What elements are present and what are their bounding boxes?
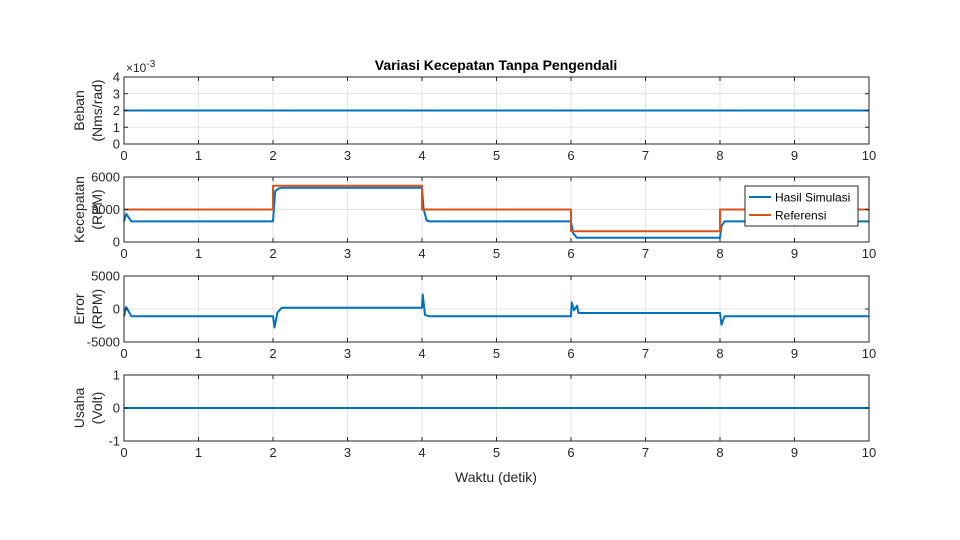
y-axis-label: (RPM)	[89, 289, 105, 329]
x-tick-label: 7	[642, 246, 649, 261]
y-axis-label: (RPM)	[89, 189, 105, 229]
series-line-referensi	[124, 184, 869, 233]
y-tick-label: 0	[113, 137, 120, 152]
x-tick-label: 8	[716, 246, 723, 261]
x-tick-label: 9	[791, 346, 798, 361]
x-tick-label: 10	[862, 346, 876, 361]
y-tick-label: 0	[113, 401, 120, 416]
chart-title: Variasi Kecepatan Tanpa Pengendali	[375, 57, 618, 73]
x-tick-label: 0	[120, 148, 127, 163]
y-tick-label: 4	[113, 70, 120, 85]
x-axis-label: Waktu (detik)	[455, 469, 537, 485]
y-tick-label: 1	[113, 368, 120, 383]
x-tick-label: 6	[567, 246, 574, 261]
y-tick-label: 3	[113, 86, 120, 101]
x-tick-label: 3	[344, 246, 351, 261]
y-axis-label: Beban	[71, 90, 87, 130]
y-tick-label: 1	[113, 120, 120, 135]
x-tick-label: 9	[791, 246, 798, 261]
x-tick-label: 5	[493, 246, 500, 261]
subplot-kecepatan: 0 1 2 3 4 5 6 7 8 9 10 0 3000 6000 Kecepatan (RPM) Hasil…	[71, 170, 876, 262]
x-tick-label: 10	[862, 148, 876, 163]
x-tick-label: 0	[120, 246, 127, 261]
series-line-hasil-simulasi	[123, 186, 869, 239]
legend-label: Referensi	[775, 209, 826, 223]
x-tick-label: 10	[862, 445, 876, 460]
y-tick-label: 3000	[91, 202, 120, 217]
x-tick-label: 4	[418, 246, 425, 261]
y-tick-label: -1	[108, 434, 120, 449]
y-tick-label: 0	[113, 235, 120, 250]
legend-label: Hasil Simulasi	[775, 191, 850, 205]
x-tick-label: 5	[493, 346, 500, 361]
y-axis-label: Kecepatan	[71, 176, 87, 243]
x-tick-label: 0	[120, 346, 127, 361]
x-tick-label: 1	[195, 246, 202, 261]
x-tick-label: 3	[344, 148, 351, 163]
x-tick-label: 9	[791, 148, 798, 163]
y-axis-label: Usaha	[71, 388, 87, 429]
x-tick-label: 8	[716, 148, 723, 163]
y-axis-label: (Nms/rad)	[89, 79, 105, 141]
legend: Hasil Simulasi Referensi	[744, 185, 859, 227]
x-tick-label: 6	[567, 148, 574, 163]
x-tick-label: 4	[418, 148, 425, 163]
series-line-series-1	[123, 293, 869, 329]
y-axis-label: Error	[71, 293, 87, 324]
x-tick-label: 9	[791, 445, 798, 460]
x-tick-label: 5	[493, 445, 500, 460]
y-tick-label: 5000	[91, 269, 120, 284]
x-tick-label: 3	[344, 346, 351, 361]
y-tick-label: 6000	[91, 170, 120, 185]
x-tick-label: 1	[195, 346, 202, 361]
x-tick-label: 5	[493, 148, 500, 163]
x-tick-label: 2	[269, 148, 276, 163]
x-tick-label: 2	[269, 246, 276, 261]
y-tick-label: 0	[113, 302, 120, 317]
x-tick-label: 10	[862, 246, 876, 261]
x-tick-label: 7	[642, 346, 649, 361]
y-tick-label: 2	[113, 103, 120, 118]
x-tick-label: 3	[344, 445, 351, 460]
x-tick-label: 7	[642, 148, 649, 163]
y-axis-label: (Volt)	[89, 392, 105, 425]
x-tick-label: 6	[567, 346, 574, 361]
x-tick-label: 2	[269, 346, 276, 361]
x-tick-label: 1	[195, 148, 202, 163]
x-tick-label: 2	[269, 445, 276, 460]
x-tick-label: 8	[716, 445, 723, 460]
x-tick-label: 1	[195, 445, 202, 460]
y-exponent-label: ×10-3	[126, 59, 156, 75]
x-tick-label: 4	[418, 346, 425, 361]
x-tick-label: 0	[120, 445, 127, 460]
y-tick-label: -5000	[87, 335, 120, 350]
x-tick-label: 4	[418, 445, 425, 460]
x-tick-label: 6	[567, 445, 574, 460]
legend-box	[744, 185, 859, 227]
x-tick-label: 8	[716, 346, 723, 361]
x-tick-label: 7	[642, 445, 649, 460]
